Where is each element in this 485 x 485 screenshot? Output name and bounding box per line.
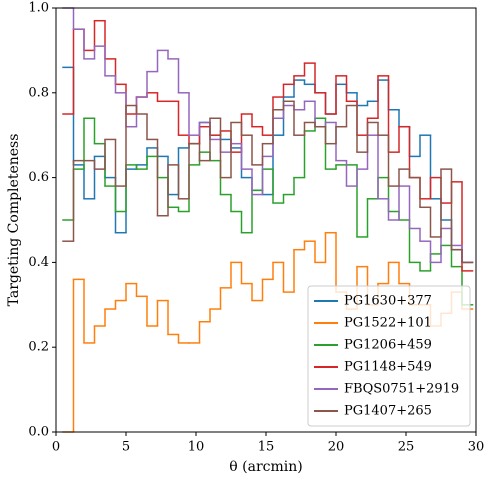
y-tick-label: 0.8 [28, 85, 49, 100]
legend-label: PG1522+101 [344, 316, 432, 331]
x-tick-label: 0 [52, 440, 60, 455]
x-tick-label: 25 [398, 440, 415, 455]
series [62, 117, 474, 306]
y-tick-label: 1.0 [28, 1, 49, 16]
y-tick-label: 0.4 [28, 255, 49, 270]
series [62, 66, 474, 264]
x-tick-label: 5 [122, 440, 130, 455]
legend-box [307, 285, 471, 427]
x-axis-label: θ (arcmin) [229, 459, 302, 475]
y-tick-label: 0.0 [28, 425, 49, 440]
series [62, 19, 474, 272]
legend-label: PG1407+265 [344, 404, 432, 419]
legend-label: PG1148+549 [344, 360, 432, 375]
x-tick-label: 20 [328, 440, 345, 455]
y-axis-label: Targeting Completeness [6, 134, 22, 307]
legend-label: PG1630+377 [344, 294, 432, 309]
legend-label: PG1206+459 [344, 338, 432, 353]
y-tick-label: 0.2 [28, 340, 49, 355]
y-tick-label: 0.6 [28, 170, 49, 185]
legend-label: FBQS0751+2919 [344, 382, 459, 397]
x-tick-label: 10 [188, 440, 205, 455]
plot-frame [55, 7, 477, 433]
x-tick-label: 30 [468, 440, 485, 455]
x-tick-label: 15 [258, 440, 275, 455]
series [62, 100, 474, 264]
